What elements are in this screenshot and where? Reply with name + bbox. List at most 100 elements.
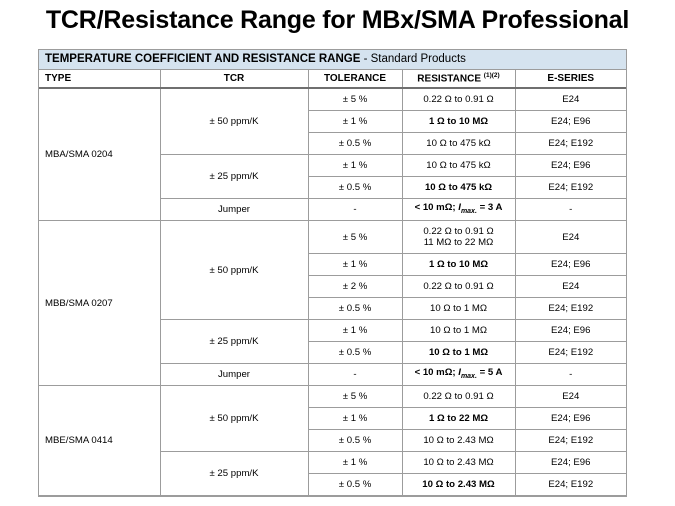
jumper-eseries-cell: -: [514, 198, 626, 221]
resistance-cell: 10 Ω to 2.43 MΩ: [401, 451, 516, 474]
jumper-tolerance-cell: -: [307, 198, 403, 221]
tolerance-cell: ± 5 %: [307, 87, 403, 111]
table-row: ± 25 ppm/K ± 1 % 10 Ω to 475 kΩ E24; E96: [39, 154, 626, 199]
tolerance-cell: ± 1 %: [307, 110, 403, 133]
tcr-cell: ± 50 ppm/K: [159, 220, 309, 320]
tolerance-cell: ± 1 %: [307, 319, 403, 342]
tolerance-cell: ± 0.5 %: [307, 297, 403, 320]
table-caption-title: TEMPERATURE COEFFICIENT AND RESISTANCE R…: [45, 53, 361, 65]
table-row-jumper: Jumper - < 10 mΩ; Imax. = 3 A-: [39, 198, 626, 221]
table-caption-subtitle: - Standard Products: [360, 53, 466, 65]
tcr-cell: ± 50 ppm/K: [159, 87, 309, 155]
table-row: ± 25 ppm/K ± 1 % 10 Ω to 1 MΩ E24; E96: [39, 319, 626, 364]
type-cell: MBB/SMA 0207: [39, 220, 161, 386]
resistance-cell: 1 Ω to 10 MΩ: [401, 253, 516, 276]
jumper-current-subscript: max.: [460, 207, 477, 215]
eseries-cell: E24; E192: [514, 473, 626, 496]
col-header-type: TYPE: [39, 70, 160, 89]
jumper-res-b: = 5 A: [476, 367, 503, 379]
table-row: ± 0.5 % 10 Ω to 2.43 MΩ E24; E192: [39, 429, 626, 452]
jumper-res-b: = 3 A: [476, 202, 503, 214]
table-row: ± 25 ppm/K ± 1 % 10 Ω to 2.43 MΩ E24; E96: [39, 451, 626, 496]
resistance-cell: 10 Ω to 1 MΩ: [401, 297, 516, 320]
tolerance-cell: ± 0.5 %: [307, 176, 403, 199]
jumper-resistance-cell: < 10 mΩ; Imax. = 5 A: [401, 363, 516, 386]
resistance-cell: 10 Ω to 475 kΩ: [401, 154, 516, 177]
tcr-cell: ± 25 ppm/K: [159, 319, 309, 364]
col-header-resistance-label: RESISTANCE: [417, 73, 482, 85]
table-row: ± 0.5 % 10 Ω to 1 MΩ E24; E192: [39, 341, 626, 364]
eseries-cell: E24; E192: [514, 132, 626, 155]
jumper-resistance-cell: < 10 mΩ; Imax. = 3 A: [401, 198, 516, 221]
eseries-cell: E24; E96: [514, 451, 626, 474]
jumper-res-a: < 10 mΩ;: [414, 202, 459, 214]
jumper-current-symbol: I: [458, 202, 461, 214]
eseries-cell: E24; E192: [514, 341, 626, 364]
tolerance-cell: ± 0.5 %: [307, 132, 403, 155]
resistance-cell: 10 Ω to 475 kΩ: [401, 176, 516, 199]
resistance-cell: 0.22 Ω to 0.91 Ω 11 MΩ to 22 MΩ: [401, 220, 516, 254]
tolerance-cell: ± 2 %: [307, 275, 403, 298]
slide-title: TCR/Resistance Range for MBx/SMA Profess…: [45, 6, 630, 34]
eseries-cell: E24: [514, 87, 626, 111]
tolerance-cell: ± 0.5 %: [307, 429, 403, 452]
tolerance-cell: ± 0.5 %: [307, 473, 403, 496]
type-cell: MBE/SMA 0414: [39, 385, 161, 496]
table-row: ± 0.5 % 10 Ω to 2.43 MΩ E24; E192: [39, 473, 626, 496]
table-row-jumper: Jumper - < 10 mΩ; Imax. = 5 A-: [39, 363, 626, 386]
tcr-cell: ± 25 ppm/K: [159, 451, 309, 496]
tolerance-cell: ± 1 %: [307, 154, 403, 177]
eseries-cell: E24; E96: [514, 319, 626, 342]
tolerance-cell: ± 1 %: [307, 407, 403, 430]
table-row: ± 0.5 % 10 Ω to 1 MΩ E24; E192: [39, 297, 626, 320]
jumper-res-a: < 10 mΩ;: [414, 367, 459, 379]
resistance-cell: 10 Ω to 2.43 MΩ: [401, 429, 516, 452]
eseries-cell: E24; E96: [514, 154, 626, 177]
tolerance-cell: ± 5 %: [307, 385, 403, 408]
table-header-row: TYPE TCR TOLERANCE RESISTANCE (1)(2) E-S…: [39, 70, 626, 89]
eseries-cell: E24; E192: [514, 297, 626, 320]
resistance-cell: 1 Ω to 22 MΩ: [401, 407, 516, 430]
resistance-table-panel: TEMPERATURE COEFFICIENT AND RESISTANCE R…: [38, 49, 627, 497]
resistance-cell: 10 Ω to 1 MΩ: [401, 319, 516, 342]
table-row: ± 1 % 1 Ω to 10 MΩ E24; E96: [39, 110, 626, 133]
resistance-cell: 10 Ω to 475 kΩ: [401, 132, 516, 155]
type-cell: MBA/SMA 0204: [39, 87, 161, 221]
col-header-eseries: E-SERIES: [514, 70, 626, 89]
resistance-line: 11 MΩ to 22 MΩ: [423, 237, 494, 248]
table-row: MBB/SMA 0207 ± 50 ppm/K ± 5 % 0.22 Ω to 0.9…: [39, 220, 626, 386]
resistance-cell: 0.22 Ω to 0.91 Ω: [401, 385, 516, 408]
resistance-table: TYPE TCR TOLERANCE RESISTANCE (1)(2) E-S…: [39, 70, 626, 496]
resistance-cell: 10 Ω to 1 MΩ: [401, 341, 516, 364]
col-header-resistance: RESISTANCE (1)(2): [401, 70, 515, 89]
resistance-cell: 1 Ω to 10 MΩ: [401, 110, 516, 133]
eseries-cell: E24; E96: [514, 253, 626, 276]
tcr-cell: ± 25 ppm/K: [159, 154, 309, 199]
jumper-tolerance-cell: -: [307, 363, 403, 386]
eseries-cell: E24; E192: [514, 176, 626, 199]
jumper-current-symbol: I: [458, 367, 461, 379]
table-row: MBA/SMA 0204 ± 50 ppm/K ± 5 % 0.22 Ω to 0.9…: [39, 87, 626, 221]
eseries-cell: E24; E96: [514, 407, 626, 430]
table-caption: TEMPERATURE COEFFICIENT AND RESISTANCE R…: [39, 50, 626, 70]
col-header-tcr: TCR: [159, 70, 308, 89]
tolerance-cell: ± 1 %: [307, 253, 403, 276]
tolerance-cell: ± 1 %: [307, 451, 403, 474]
table-row: ± 1 % 1 Ω to 10 MΩ E24; E96: [39, 253, 626, 276]
resistance-cell: 10 Ω to 2.43 MΩ: [401, 473, 516, 496]
resistance-cell: 0.22 Ω to 0.91 Ω: [401, 275, 516, 298]
eseries-cell: E24; E96: [514, 110, 626, 133]
table-row: ± 2 % 0.22 Ω to 0.91 Ω E24: [39, 275, 626, 298]
jumper-eseries-cell: -: [514, 363, 626, 386]
eseries-cell: E24: [514, 385, 626, 408]
tcr-cell: ± 50 ppm/K: [159, 385, 309, 452]
eseries-cell: E24; E192: [514, 429, 626, 452]
table-body: MBA/SMA 0204 ± 50 ppm/K ± 5 % 0.22 Ω to 0.9…: [39, 87, 626, 496]
resistance-line: 0.22 Ω to 0.91 Ω: [423, 226, 494, 237]
col-header-tolerance: TOLERANCE: [307, 70, 402, 89]
resistance-cell: 0.22 Ω to 0.91 Ω: [401, 87, 516, 111]
eseries-cell: E24: [514, 275, 626, 298]
col-header-resistance-note: (1)(2): [483, 72, 500, 80]
jumper-label-cell: Jumper: [159, 198, 309, 221]
table-row: MBE/SMA 0414 ± 50 ppm/K ± 5 % 0.22 Ω to 0.9…: [39, 385, 626, 496]
